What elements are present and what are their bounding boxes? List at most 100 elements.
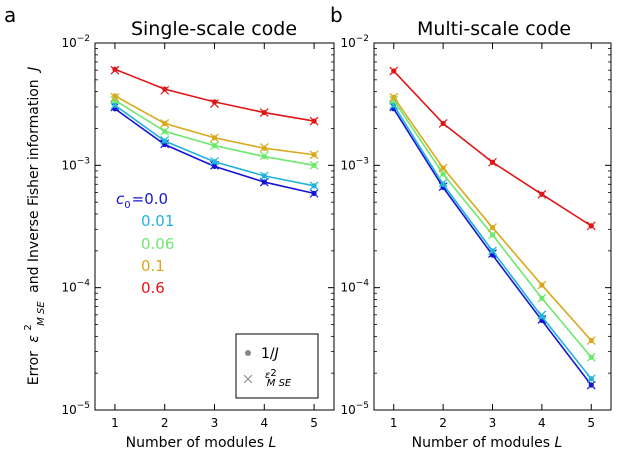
panel-a-mse-cross — [210, 156, 219, 166]
c0-prefix: c — [116, 190, 125, 208]
panel-a-mse-cross — [309, 116, 319, 126]
panel-a-mse-cross — [160, 119, 170, 128]
panel-b-mse-cross — [438, 119, 448, 128]
panel-b-mse-cross — [586, 352, 596, 362]
panel-b-mse-cross — [537, 310, 547, 320]
panel-a-x-label-text: Number of modules — [126, 435, 269, 451]
y-label-var: J — [26, 67, 42, 74]
panel-a-y-tick-label: 10−4 — [61, 279, 90, 295]
panel-b-mse-cross — [389, 95, 399, 105]
panel-b-mse-cross — [586, 380, 596, 390]
panel-b-mse-cross — [488, 249, 497, 258]
panel-a-mse-cross — [210, 141, 219, 151]
panel-b-x-tick-label: 2 — [439, 416, 447, 430]
panel-b-mse-cross — [438, 178, 448, 188]
legend-dot-label: 1/J — [261, 346, 279, 362]
panel-a-mse-cross — [259, 171, 269, 181]
c0-label-1: 0.01 — [141, 212, 174, 230]
panel-b-mse-cross — [488, 230, 497, 240]
panel-b-y-tick-label: 10−2 — [340, 34, 369, 50]
y-axis-label: Error ε 2 M SE and Inverse Fisher inform… — [19, 67, 48, 385]
legend-dot-marker — [245, 350, 251, 356]
y-label-epsilon: ε — [26, 335, 42, 343]
y-label-suffix: and Inverse Fisher information — [26, 79, 42, 293]
panel-b-y-tick-label: 10−3 — [340, 156, 369, 172]
panel-b-inv-fisher-point — [440, 181, 446, 187]
panel-a-x-tick-label: 3 — [211, 416, 219, 430]
panel-a-x-axis-label: Number of modules L — [126, 435, 277, 451]
panel-b-plot: 10−2 10−3 10−4 10−5 1 2 3 4 5 — [340, 34, 612, 430]
panel-b-mse-cross — [438, 163, 448, 173]
panel-a-x-tick-label: 1 — [111, 416, 119, 430]
panel-b-x-tick-label: 4 — [538, 416, 546, 430]
panel-a-x-tick-label: 5 — [310, 416, 318, 430]
panel-b-series-line-0.6 — [393, 70, 592, 227]
panel-a-plot: 10−2 10−3 10−4 10−5 1 2 3 4 5 — [61, 34, 335, 430]
c0-value-0: =0.0 — [132, 190, 168, 208]
panel-b-mse-cross — [488, 223, 497, 232]
panel-a-mse-cross — [309, 160, 319, 170]
panel-a-inv-fisher-point — [162, 86, 168, 92]
marker-legend-box — [235, 333, 319, 399]
panel-a-letter: a — [4, 3, 16, 27]
panel-b-series-line-0.1 — [393, 96, 592, 342]
legend-cross-label: ε2 M SE — [265, 368, 292, 389]
legend-cross-marker — [243, 374, 253, 384]
panel-a-mse-cross — [259, 151, 269, 161]
c0-label-3: 0.1 — [141, 257, 165, 275]
panel-a-mse-cross — [309, 181, 319, 191]
panel-a-mse-cross — [160, 139, 170, 149]
panel-a-mse-cross — [160, 135, 170, 145]
panel-b-series-line-0.01 — [393, 104, 592, 380]
panel-a-mse-cross — [259, 143, 269, 152]
panel-b-y-tick-label: 10−4 — [340, 279, 369, 295]
panel-b-x-tick-label: 5 — [587, 416, 595, 430]
panel-a-inv-fisher-point — [112, 93, 118, 99]
marker-legend: 1/J ε2 M SE — [235, 333, 319, 399]
panel-a-inv-fisher-point — [211, 99, 218, 105]
c0-label-0: c0=0.0 — [116, 190, 168, 211]
panel-b-title: Multi-scale code — [417, 18, 571, 40]
panel-a-mse-cross — [110, 65, 120, 75]
legend-cross-sub: M SE — [267, 378, 292, 389]
panel-a-mse-cross — [259, 108, 269, 117]
panel-b-letter: b — [330, 3, 343, 27]
panel-a-mse-cross — [160, 126, 170, 136]
legend-cross-eps: ε — [265, 370, 271, 381]
panel-a-mse-cross — [160, 85, 170, 95]
panel-a-x-tick-label: 2 — [161, 416, 169, 430]
y-label-sup: 2 — [23, 324, 34, 330]
y-label-sub: M SE — [36, 301, 47, 326]
panel-b-y-tick-label: 10−5 — [340, 401, 369, 417]
panel-b-mse-cross — [389, 92, 399, 102]
panel-a-mse-cross — [309, 188, 319, 198]
panel-b-x-label-var: L — [555, 435, 563, 451]
panel-b-x-tick-label: 1 — [390, 416, 398, 430]
panel-a-mse-cross — [210, 99, 219, 108]
panel-a-mse-cross — [210, 133, 219, 143]
panel-a-title: Single-scale code — [131, 18, 297, 40]
c0-label-2: 0.06 — [141, 235, 174, 253]
panel-b-mse-cross — [537, 280, 547, 290]
panel-a-y-tick-label: 10−2 — [61, 34, 90, 50]
legend-dot-prefix: 1/ — [261, 346, 275, 362]
panel-b-mse-cross — [586, 374, 596, 384]
panel-b-series-line-0.0 — [393, 108, 592, 386]
panel-a-y-tick-label: 10−3 — [61, 156, 90, 172]
panel-a-x-tick-label: 4 — [260, 416, 268, 430]
panel-a-series-line-0.06 — [114, 99, 315, 167]
panel-a-inv-fisher-point — [211, 163, 218, 170]
panel-b-x-tick-label: 3 — [489, 416, 497, 430]
panel-b-mse-cross — [488, 246, 497, 256]
c0-legend: c0=0.0 0.01 0.06 0.1 0.6 — [116, 190, 174, 297]
panel-b-mse-cross — [586, 221, 596, 231]
panel-b-mse-cross — [586, 336, 596, 345]
c0-sub: 0 — [124, 200, 130, 211]
panel-a-y-tick-label: 10−5 — [61, 401, 90, 417]
panel-b-mse-cross — [488, 157, 497, 167]
panel-a-mse-cross — [110, 92, 120, 102]
legend-dot-var: J — [272, 346, 279, 362]
legend-cross-sup: 2 — [270, 368, 276, 379]
panel-b-mse-cross — [537, 293, 547, 303]
